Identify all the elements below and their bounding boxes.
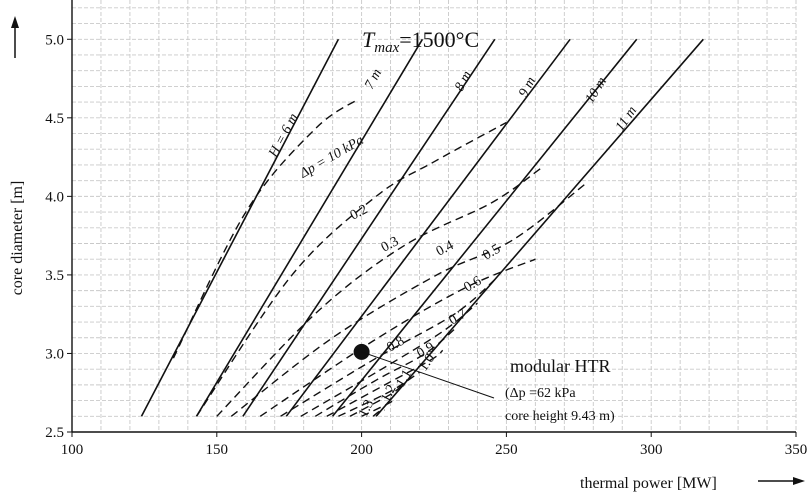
pressure-drop-line [372,409,386,417]
pressure-drop-label: Δp = 10 kPa [297,133,367,182]
pressure-drop-line [361,399,394,417]
pressure-drop-label: 0.2 [348,202,370,223]
y-tick-label: 3.5 [45,268,64,284]
height-line-label: 10 m [583,75,610,106]
x-tick-label: 100 [61,442,84,458]
y-tick-labels: 2.5 3.0 3.5 4.0 4.5 5.0 [45,32,72,441]
height-line [285,38,571,417]
y-tick-label: 3.0 [45,346,64,362]
height-line-label: H = 6 m [266,111,302,161]
pressure-drop-label: 1.3 [356,397,377,419]
height-line [140,38,340,417]
annotation-line-1: (Δp =62 kPa [505,386,576,401]
pressure-drop-lines [172,98,588,417]
y-tick-label: 2.5 [45,425,64,441]
pressure-drop-label: 1.2 [378,382,399,404]
x-tick-label: 350 [785,442,808,458]
pressure-drop-line [259,258,536,417]
pressure-drop-line [230,181,588,417]
pressure-drop-line [300,302,478,417]
pressure-drop-label: 0.5 [481,242,504,264]
x-axis-arrow [758,477,805,485]
pressure-drop-line [326,349,444,417]
plot-frame [71,0,796,433]
pressure-drop-line [216,167,542,417]
height-line [375,38,704,417]
pressure-drop-label: 0.4 [434,238,456,259]
x-tick-label: 300 [640,442,663,458]
grid [71,0,797,433]
x-tick-labels: 100 150 200 250 300 350 [61,432,808,458]
x-tick-label: 150 [206,442,229,458]
annotation-leader-line [361,351,495,399]
y-tick-label: 4.0 [45,189,64,205]
annotation-line-2: core height 9.43 m) [505,409,615,424]
chart-title: Tmax=1500°C [362,27,479,56]
pressure-drop-line [338,371,420,417]
y-tick-label: 4.5 [45,111,64,127]
x-tick-label: 250 [495,442,518,458]
x-axis-label: thermal power [MW] [580,475,717,492]
height-line [195,38,424,417]
pressure-drop-label: 0.7 [447,307,470,329]
height-line-label: 11 m [613,104,640,134]
height-line [242,38,496,417]
pressure-drop-line [172,98,360,359]
pressure-drop-line [349,384,403,417]
y-tick-label: 5.0 [45,32,64,48]
x-tick-label: 200 [350,442,373,458]
y-axis-arrow [11,16,19,58]
annotation-title: modular HTR [510,356,611,376]
pressure-drop-line [280,279,496,417]
y-axis-label: core diameter [m] [9,181,26,296]
pressure-drop-line [314,326,458,417]
pressure-drop-label: 0.3 [379,234,401,255]
